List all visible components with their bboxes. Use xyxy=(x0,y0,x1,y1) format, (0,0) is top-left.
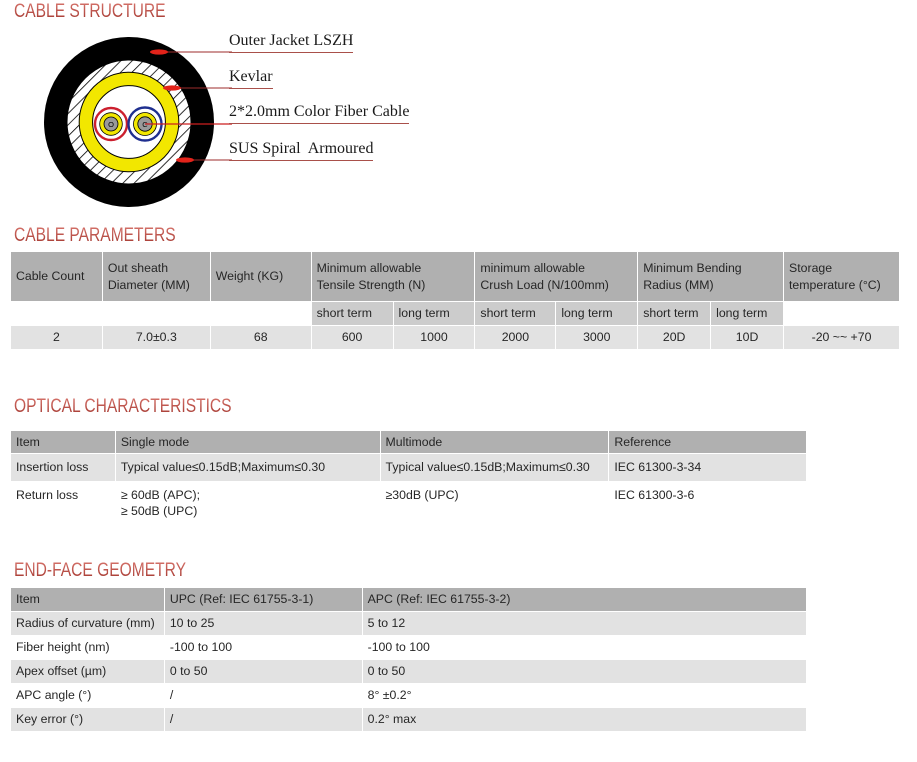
svg-text:O: O xyxy=(108,120,114,129)
